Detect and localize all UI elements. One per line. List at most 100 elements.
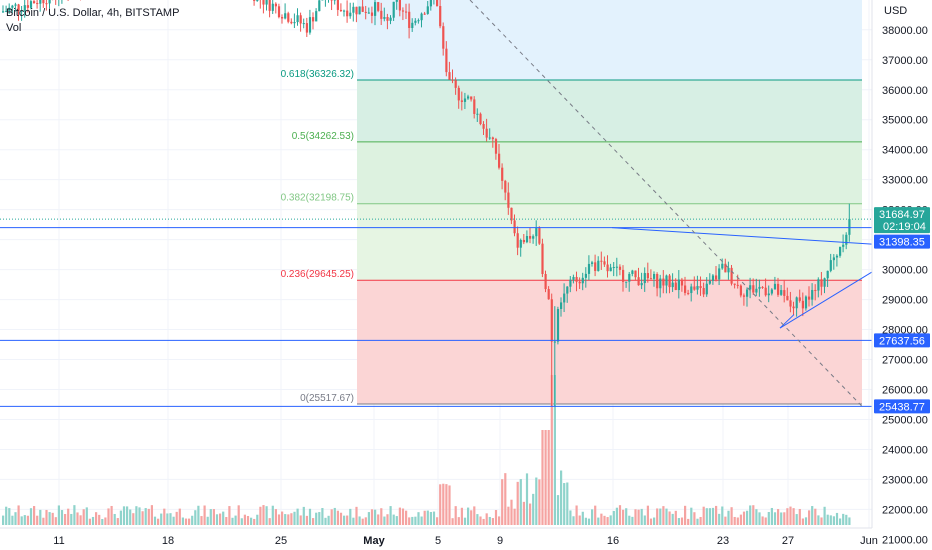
volume-bar bbox=[308, 508, 312, 525]
candle-body bbox=[315, 11, 318, 22]
volume-bar bbox=[736, 517, 739, 525]
candle-body bbox=[488, 137, 491, 139]
volume-bar bbox=[67, 508, 70, 525]
candle-body bbox=[575, 276, 578, 282]
candle-body bbox=[746, 289, 749, 297]
volume-bar bbox=[832, 516, 835, 525]
candle-body bbox=[389, 17, 392, 21]
volume-bar bbox=[178, 508, 181, 525]
price-tick-label: 29000.00 bbox=[882, 295, 928, 307]
fib-zone-382 bbox=[357, 203, 862, 281]
volume-bar bbox=[609, 515, 612, 525]
candle-body bbox=[721, 263, 724, 269]
volume-bar bbox=[215, 514, 219, 525]
candle-body bbox=[715, 275, 718, 280]
volume-bar bbox=[702, 506, 705, 525]
time-tick-label: 23 bbox=[717, 535, 729, 547]
volume-bar bbox=[662, 506, 665, 525]
volume-bar bbox=[668, 511, 671, 525]
candle-body bbox=[383, 17, 386, 19]
level-tag-2-bg bbox=[874, 333, 930, 348]
volume-bar bbox=[250, 517, 253, 525]
candle-body bbox=[535, 228, 538, 237]
volume-bar bbox=[718, 513, 721, 525]
candle-body bbox=[343, 10, 346, 12]
volume-bar bbox=[488, 516, 491, 525]
candle-body bbox=[671, 282, 674, 288]
volume-bar bbox=[727, 510, 730, 525]
candle-body bbox=[370, 12, 374, 16]
candle-body bbox=[845, 234, 848, 245]
volume-bar bbox=[2, 515, 5, 525]
fib-zone-500 bbox=[357, 141, 862, 204]
candle-body bbox=[417, 20, 420, 22]
candle-body bbox=[553, 341, 556, 343]
candle-body bbox=[305, 23, 308, 33]
volume-bar bbox=[339, 512, 343, 525]
candle-body bbox=[801, 300, 804, 309]
candle-body bbox=[718, 268, 721, 280]
volume-bar bbox=[395, 516, 398, 525]
descending-trend-line[interactable] bbox=[611, 227, 873, 245]
volume-bar bbox=[88, 518, 91, 525]
candle-body bbox=[333, 0, 336, 1]
candle-body bbox=[442, 26, 445, 49]
symbol-title[interactable]: Bitcoin / U.S. Dollar, 4h, BITSTAMP bbox=[6, 7, 180, 19]
volume-bar bbox=[510, 499, 513, 525]
fibonacci-retracement[interactable]: 0.618(36326.32) 0.5(34262.53) 0.382(32198.… bbox=[281, 0, 862, 405]
volume-bar bbox=[147, 508, 150, 525]
currency-label: USD bbox=[884, 5, 907, 17]
time-axis-bg[interactable] bbox=[0, 528, 932, 550]
volume-bar bbox=[603, 515, 606, 525]
ascending-trend-line[interactable] bbox=[779, 269, 877, 329]
candle-body bbox=[842, 244, 845, 247]
volume-bar bbox=[690, 507, 693, 525]
candle-body bbox=[463, 98, 467, 102]
volume-bar bbox=[566, 482, 569, 525]
price-axis-bg[interactable] bbox=[872, 0, 932, 550]
volume-bar bbox=[569, 510, 572, 525]
volume-bar bbox=[104, 517, 107, 525]
volume-bar bbox=[222, 511, 225, 525]
volume-title[interactable]: Vol bbox=[6, 22, 22, 34]
candle-body bbox=[501, 167, 504, 181]
volume-bar bbox=[14, 512, 17, 525]
candle-body bbox=[547, 289, 550, 300]
candle-body bbox=[423, 13, 426, 15]
volume-bar bbox=[302, 506, 305, 525]
fib-level-label: 0.236(29645.25) bbox=[281, 269, 354, 280]
volume-bar bbox=[439, 484, 442, 525]
volume-bar bbox=[398, 507, 401, 525]
candle-body bbox=[253, 0, 256, 1]
candle-body bbox=[312, 17, 315, 22]
volume-bar bbox=[637, 509, 640, 525]
candle-body bbox=[426, 6, 429, 14]
time-tick-label: Jun bbox=[860, 535, 878, 547]
volume-bar bbox=[175, 511, 178, 525]
candle-body bbox=[680, 279, 684, 286]
candle-body bbox=[308, 17, 312, 33]
fib-zone-top bbox=[357, 0, 862, 80]
volume-bar bbox=[705, 508, 708, 525]
volume-bar bbox=[423, 510, 426, 525]
candle-body bbox=[699, 286, 702, 289]
volume-bar bbox=[634, 509, 637, 525]
triangle-leg[interactable] bbox=[779, 314, 795, 329]
candle-body bbox=[436, 0, 439, 7]
candle-body bbox=[346, 10, 349, 17]
candle-body bbox=[39, 0, 42, 4]
volume-bar bbox=[377, 514, 380, 525]
drawings[interactable] bbox=[0, 0, 877, 407]
candle-body bbox=[11, 5, 14, 8]
volume-bar bbox=[693, 512, 696, 525]
candle-body bbox=[572, 276, 575, 280]
candle-body bbox=[795, 297, 798, 309]
volume-bar bbox=[364, 517, 367, 525]
volume-bar bbox=[687, 518, 690, 525]
volume-bar bbox=[287, 514, 290, 525]
candle-body bbox=[780, 290, 783, 295]
candle-body bbox=[755, 288, 758, 293]
dashed-diagonal-line[interactable] bbox=[469, 0, 863, 407]
volume-bar bbox=[798, 508, 801, 525]
